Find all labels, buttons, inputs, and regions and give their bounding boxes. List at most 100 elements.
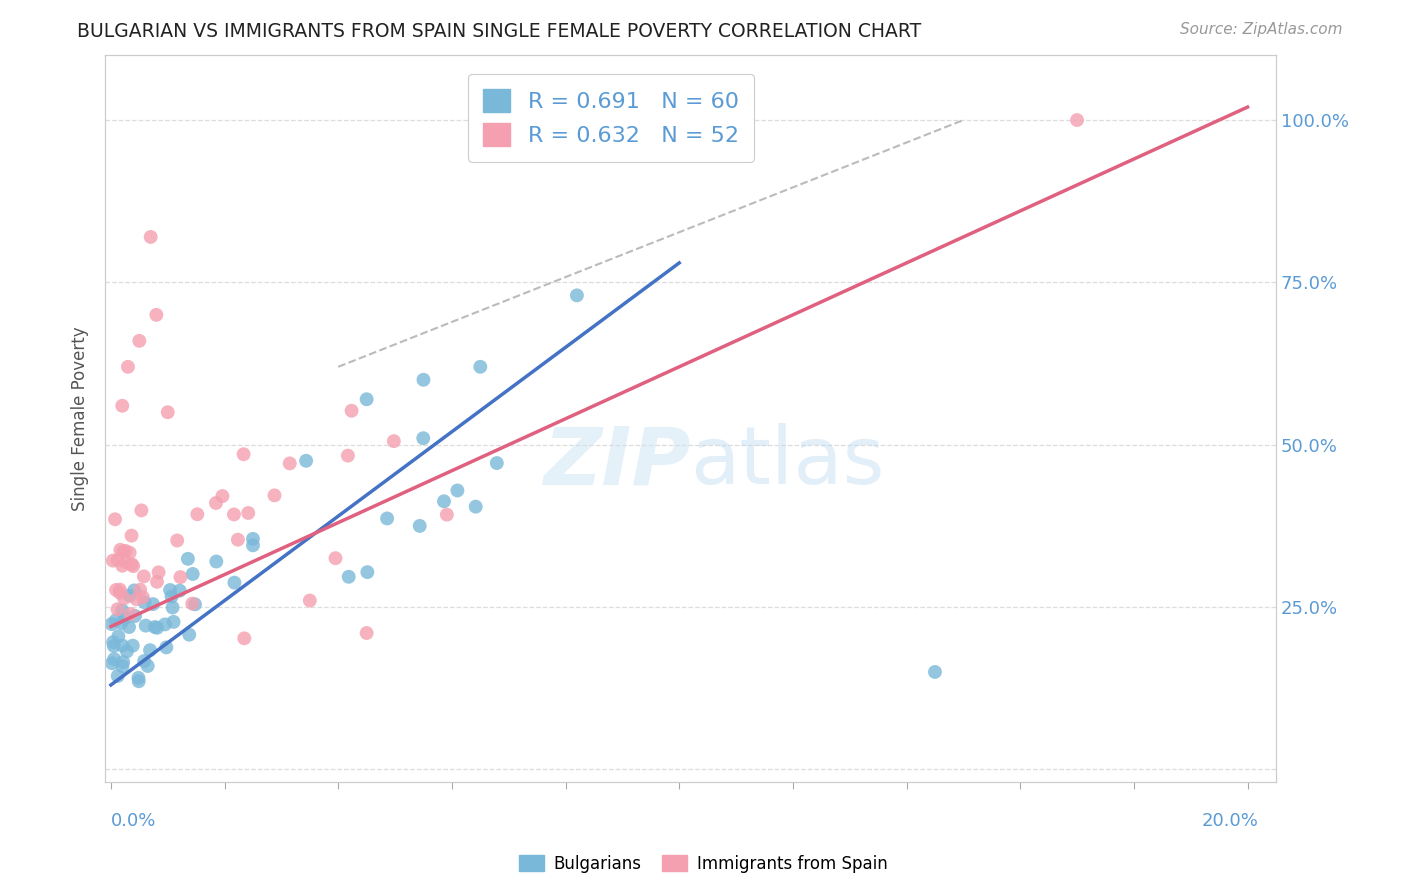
Point xyxy=(464,500,486,514)
Point xyxy=(166,533,188,548)
Point xyxy=(121,558,143,572)
Point xyxy=(127,671,149,685)
Point xyxy=(179,628,201,642)
Point xyxy=(298,593,321,607)
Point xyxy=(232,447,254,461)
Point xyxy=(145,308,167,322)
Point xyxy=(111,603,134,617)
Point xyxy=(112,545,135,559)
Point xyxy=(121,528,143,542)
Point xyxy=(100,617,122,632)
Point xyxy=(356,392,378,407)
Y-axis label: Single Female Poverty: Single Female Poverty xyxy=(72,326,89,511)
Point xyxy=(132,569,155,583)
Point xyxy=(162,615,184,629)
Point xyxy=(295,454,318,468)
Point xyxy=(184,597,207,611)
Point xyxy=(160,590,183,604)
Point xyxy=(177,551,200,566)
Point xyxy=(162,600,184,615)
Point xyxy=(238,506,260,520)
Point xyxy=(104,614,127,628)
Point xyxy=(153,617,176,632)
Point xyxy=(169,583,191,598)
Point xyxy=(124,609,146,624)
Point xyxy=(148,566,170,580)
Point xyxy=(101,635,124,649)
Point xyxy=(110,616,132,631)
Point xyxy=(142,597,165,611)
Point xyxy=(340,403,363,417)
Point xyxy=(146,621,169,635)
Point xyxy=(337,570,360,584)
Text: 20.0%: 20.0% xyxy=(1202,812,1258,830)
Point xyxy=(118,589,141,603)
Point xyxy=(105,582,128,597)
Point xyxy=(118,620,141,634)
Point xyxy=(128,334,150,348)
Point xyxy=(134,654,156,668)
Point xyxy=(205,496,228,510)
Point xyxy=(108,582,131,597)
Point xyxy=(412,373,434,387)
Point xyxy=(356,626,378,640)
Point xyxy=(169,570,191,584)
Point xyxy=(143,620,166,634)
Point xyxy=(222,508,245,522)
Point xyxy=(186,507,208,521)
Point xyxy=(111,399,134,413)
Point xyxy=(110,542,132,557)
Point xyxy=(336,449,359,463)
Point xyxy=(107,669,129,683)
Point xyxy=(104,512,127,526)
Point xyxy=(278,456,301,470)
Point xyxy=(134,595,156,609)
Point xyxy=(1066,113,1088,128)
Text: ZIP: ZIP xyxy=(543,424,690,501)
Point xyxy=(111,659,134,673)
Text: Source: ZipAtlas.com: Source: ZipAtlas.com xyxy=(1180,22,1343,37)
Point xyxy=(112,655,135,669)
Point xyxy=(118,546,141,560)
Point xyxy=(233,632,256,646)
Point xyxy=(135,618,157,632)
Point xyxy=(108,586,131,600)
Point xyxy=(132,591,155,605)
Point xyxy=(103,652,125,666)
Point xyxy=(565,288,588,302)
Point xyxy=(111,639,134,653)
Point xyxy=(112,591,135,606)
Point xyxy=(156,405,179,419)
Point xyxy=(139,230,162,244)
Point xyxy=(103,639,125,653)
Point xyxy=(114,544,136,558)
Point xyxy=(121,639,143,653)
Text: atlas: atlas xyxy=(690,424,884,501)
Point xyxy=(205,554,228,568)
Text: BULGARIAN VS IMMIGRANTS FROM SPAIN SINGLE FEMALE POVERTY CORRELATION CHART: BULGARIAN VS IMMIGRANTS FROM SPAIN SINGL… xyxy=(77,22,921,41)
Point xyxy=(409,519,432,533)
Legend: R = 0.691   N = 60, R = 0.632   N = 52: R = 0.691 N = 60, R = 0.632 N = 52 xyxy=(468,73,754,161)
Point xyxy=(242,532,264,546)
Point xyxy=(242,538,264,552)
Point xyxy=(101,657,124,671)
Point xyxy=(122,559,145,574)
Point xyxy=(101,553,124,567)
Point xyxy=(125,592,148,607)
Point xyxy=(356,565,378,579)
Text: 0.0%: 0.0% xyxy=(111,812,156,830)
Point xyxy=(485,456,508,470)
Point xyxy=(470,359,492,374)
Point xyxy=(263,488,285,502)
Point xyxy=(120,607,142,621)
Point xyxy=(131,503,153,517)
Point xyxy=(433,494,456,508)
Point xyxy=(375,511,398,525)
Point xyxy=(136,659,159,673)
Point xyxy=(128,674,150,689)
Point xyxy=(325,551,347,566)
Point xyxy=(114,555,136,569)
Point xyxy=(146,574,169,589)
Point xyxy=(211,489,233,503)
Point xyxy=(436,508,458,522)
